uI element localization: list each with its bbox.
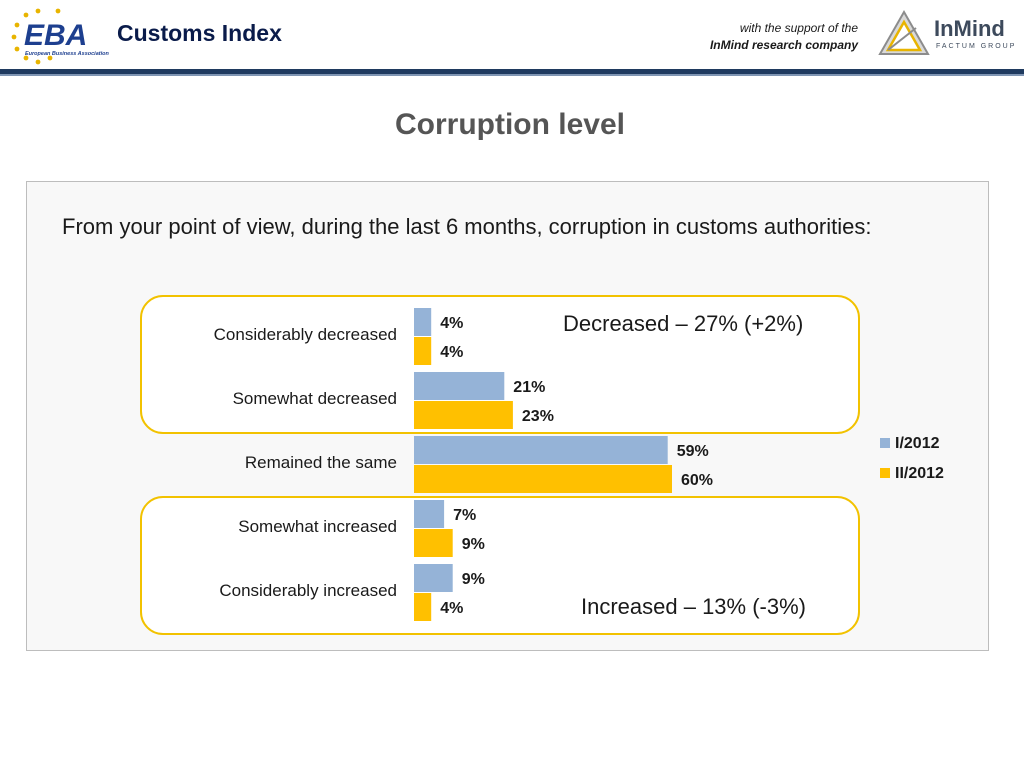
summary-decreased: Decreased – 27% (+2%)	[563, 311, 804, 336]
decreased-highlight-box	[140, 295, 860, 434]
data-label: 60%	[681, 472, 713, 489]
legend-item-series-1: I/2012	[880, 435, 939, 453]
inmind-logo-subtitle: FACTUM GROUP	[936, 43, 1016, 50]
data-label: 9%	[462, 571, 485, 588]
legend-label: I/2012	[895, 435, 940, 452]
brand-title: Customs Index	[117, 20, 282, 46]
data-label: 7%	[453, 507, 476, 524]
legend-swatch	[880, 438, 890, 448]
support-line-2: InMind research company	[709, 38, 858, 52]
question-text: From your point of view, during the last…	[62, 214, 872, 239]
bar-series-1	[414, 500, 445, 528]
header-rule-accent	[0, 74, 1024, 76]
data-label: 4%	[440, 315, 463, 332]
bar-series-2	[414, 465, 672, 493]
bar-series-2	[414, 529, 453, 557]
data-label: 59%	[677, 443, 709, 460]
data-label: 4%	[440, 600, 463, 617]
increased-highlight-box	[140, 496, 860, 635]
category-label: Considerably increased	[219, 581, 397, 600]
header: EBA European Business Association Custom…	[0, 0, 1024, 70]
bar-series-2	[414, 401, 513, 429]
legend-swatch	[880, 468, 890, 478]
inmind-logo: InMind FACTUM GROUP	[878, 9, 1016, 55]
eba-logo-text: EBA	[24, 19, 87, 52]
bar-series-1	[414, 308, 432, 336]
inmind-logo-text: InMind	[934, 16, 1005, 41]
category-label: Somewhat increased	[238, 517, 397, 536]
data-label: 4%	[440, 344, 463, 361]
legend-label: II/2012	[895, 465, 944, 482]
bar-series-1	[414, 564, 453, 592]
legend-item-series-2: II/2012	[880, 465, 944, 483]
bar-series-1	[414, 372, 505, 400]
header-rule	[0, 69, 1024, 74]
bar-series-2	[414, 593, 432, 621]
category-label: Remained the same	[245, 453, 397, 472]
category-label: Considerably decreased	[214, 325, 397, 344]
eba-logo: EBA European Business Association	[11, 8, 109, 65]
data-label: 9%	[462, 536, 485, 553]
eba-star-ring	[11, 8, 61, 65]
support-note: with the support of the InMind research …	[710, 20, 858, 54]
data-label: 21%	[513, 379, 545, 396]
bar-series-2	[414, 337, 432, 365]
eba-logo-subtitle: European Business Association	[25, 51, 109, 57]
data-label: 23%	[522, 408, 554, 425]
category-label: Somewhat decreased	[233, 389, 397, 408]
bar-series-1	[414, 436, 668, 464]
summary-increased: Increased – 13% (-3%)	[581, 594, 806, 619]
support-line-1: with the support of the	[739, 21, 858, 35]
page-title: Corruption level	[394, 108, 626, 141]
